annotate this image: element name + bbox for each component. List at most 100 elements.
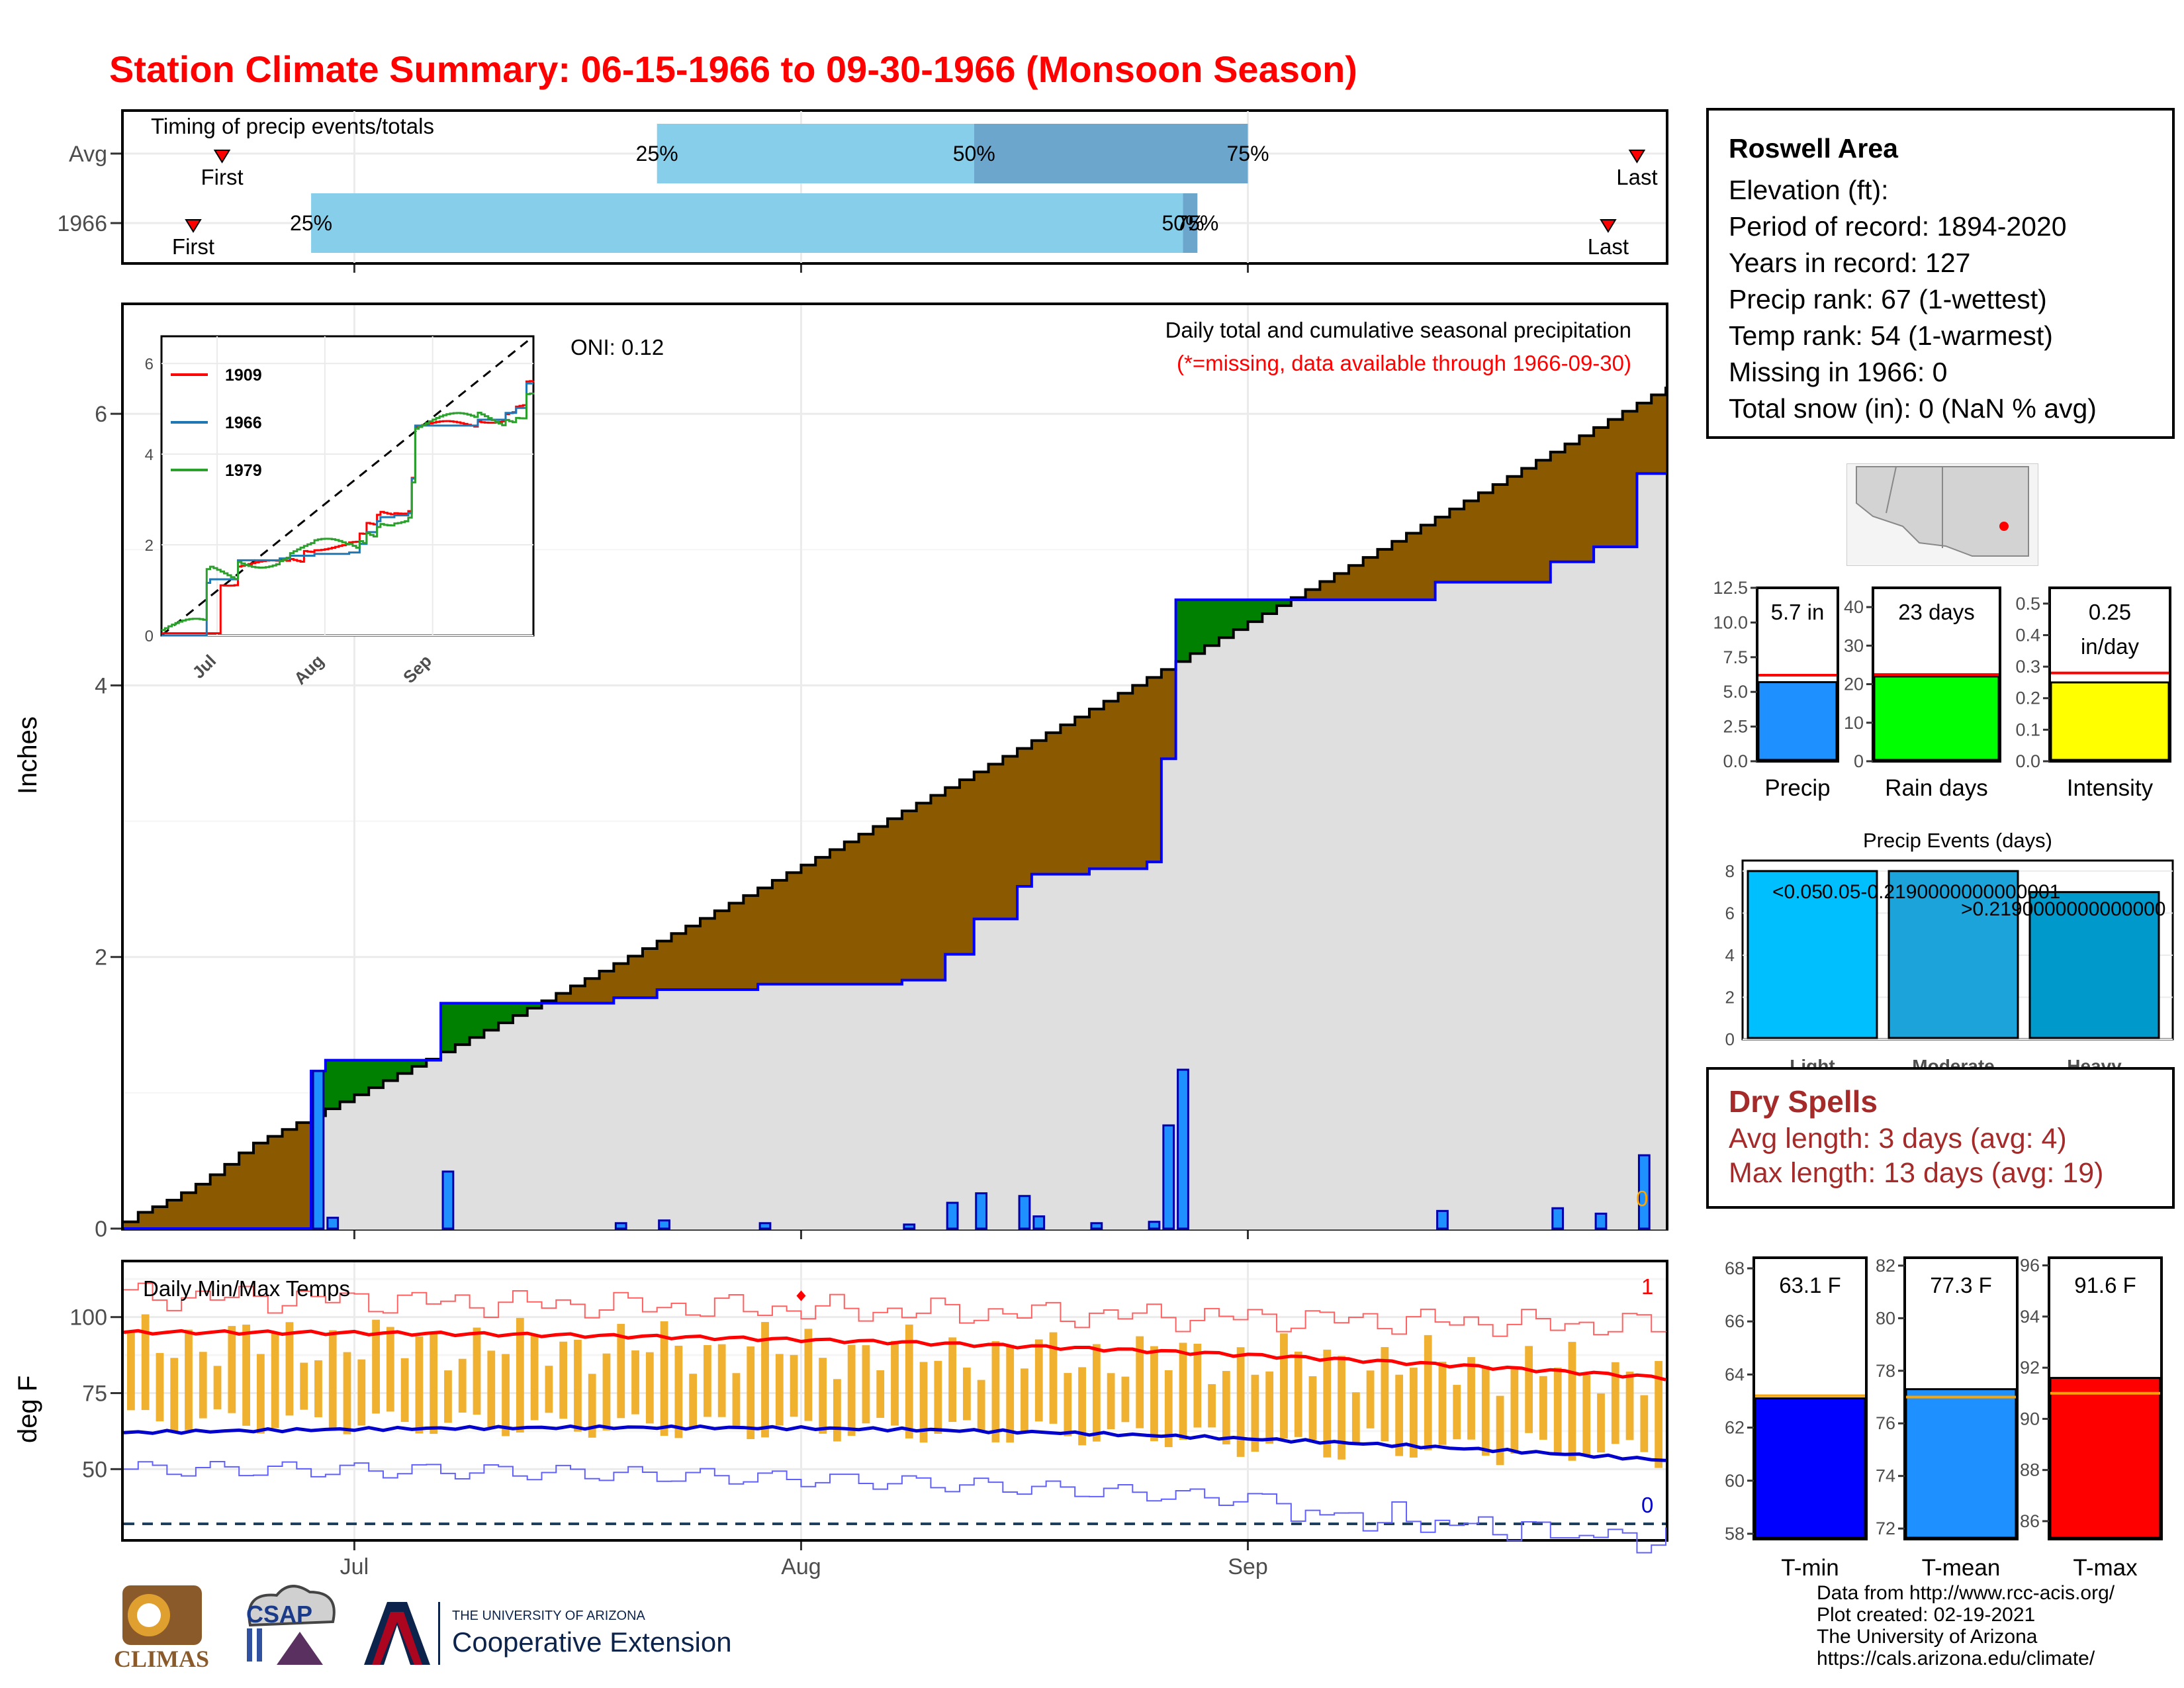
precip-below-avg-fill [1522,468,1537,583]
precip-below-avg-fill [642,948,658,998]
daily-precip-bar [658,1219,670,1230]
daily-temp-bar [343,1352,351,1434]
x-tick-label: Jul [340,1554,369,1579]
ua-divider [438,1602,440,1665]
temp-max-ytick-label: 92 [2020,1358,2040,1378]
precip-below-avg-fill [1464,500,1479,583]
daily-temp-bar [1006,1344,1015,1443]
timing-last-label: Last [1616,165,1657,189]
daily-temp-bar [747,1346,755,1440]
daily-precip-bar [1436,1209,1449,1230]
intensity-ytick-label: 0.1 [2015,720,2040,739]
rain-days-ytick-label: 10 [1844,713,1864,733]
precip-below-avg-fill [1031,740,1047,874]
timing-first-marker [185,219,202,233]
precip-below-avg-fill [138,1212,154,1229]
daily-precip-bar [1148,1221,1161,1230]
precip-subtitle: Daily total and cumulative seasonal prec… [1165,318,1631,342]
daily-temp-bar [689,1374,698,1429]
precip-events-bar [2028,891,2160,1039]
temp-max-value-label: 91.6 F [2074,1273,2136,1297]
precip-below-avg-fill [1565,444,1580,562]
daily-temp-bar [502,1354,510,1436]
precip-below-avg-fill [267,1136,283,1229]
timing-p25-label: 25% [636,142,678,165]
precip-below-avg-fill [873,826,888,984]
precip-above-avg-fill [441,1003,456,1053]
daily-temp-bar [444,1370,452,1423]
daily-temp-bar [1208,1383,1216,1428]
precip-below-avg-fill [1377,549,1392,600]
temp-mean-ytick-label: 74 [1876,1466,1895,1486]
precip-below-avg-fill [1594,427,1609,547]
temp-mean-bar [1905,1388,2017,1539]
daily-temp-bar [127,1332,135,1411]
precip-below-avg-fill [916,803,931,980]
precip-events-label-moderate: 0.05-0.2190000000000001 [1822,881,2060,903]
timing-first-label: First [172,234,214,259]
precip-below-avg-fill [1017,748,1032,887]
precip-below-avg-fill [1320,581,1335,600]
temp-mean-ytick-label: 72 [1876,1519,1895,1538]
temp-ytick-label: 100 [69,1305,107,1331]
daily-temp-bar [1251,1374,1259,1452]
inset-ytick-label: 6 [145,355,154,373]
rain-days-ytick-label: 0 [1854,751,1864,771]
precip-below-avg-fill [686,925,701,990]
inset-legend-label: 1966 [225,414,262,432]
daily-temp-bar [1021,1368,1028,1432]
daily-precip-bar [1162,1124,1175,1230]
precip-below-avg-fill [1060,725,1075,874]
daily-temp-bar [660,1321,668,1436]
timing-label: Timing of precip events/totals [151,114,434,138]
precip-cumulative-area [124,473,1666,1229]
record-high-marker [796,1290,806,1301]
daily-temp-bar [1136,1336,1144,1429]
daily-temp-bar [1049,1332,1058,1424]
temp-panel-label: Daily Min/Max Temps [143,1276,350,1301]
precip-below-avg-fill [830,849,845,984]
precip-above-avg-fill [469,1003,484,1038]
temp-max-axis-label: T-max [2073,1555,2138,1581]
daily-temp-bar [674,1345,683,1438]
climas-logo-text: CLIMAS [114,1646,210,1672]
daily-precip-bar [441,1170,455,1230]
daily-precip-bar [1090,1222,1103,1230]
precip-below-avg-fill [786,872,801,984]
timing-p50-label: 50% [1161,211,1204,235]
precip-events-bar [1747,870,1878,1039]
daily-precip-bar [975,1192,988,1230]
station-precip-rank: Precip rank: 67 (1-wettest) [1729,284,2047,314]
station-missing: Missing in 1966: 0 [1729,357,1948,387]
precip-below-avg-fill [1348,565,1364,600]
temp-ytick-label: 50 [82,1457,107,1482]
daily-temp-bar [1164,1370,1173,1448]
csap-logo-text: CSAP [246,1601,313,1628]
station-years: Years in record: 127 [1729,248,1971,278]
daily-precip-bar [1637,1154,1651,1230]
temp-min-ytick-label: 66 [1725,1311,1745,1331]
precip-below-avg-fill [614,963,629,998]
daily-temp-bar [415,1336,424,1434]
intensity-bar [2050,681,2170,761]
timing-bar-50-75 [974,124,1248,183]
precip-below-avg-fill [1550,451,1566,562]
record-high-line [124,1282,1666,1337]
precip-below-avg-fill [1435,517,1450,583]
daily-temp-bar [516,1317,524,1433]
missing-note: (*=missing, data available through 1966-… [1176,351,1631,375]
daily-temp-bar [919,1362,928,1443]
station-temp-rank: Temp rank: 54 (1-warmest) [1729,320,2053,351]
timing-p50-label: 50% [953,142,995,165]
daily-temp-bar [328,1330,337,1430]
daily-temp-bar [1597,1393,1605,1453]
precip-ytick-label: 10.0 [1713,612,1748,632]
daily-temp-bar [876,1370,885,1418]
daily-temp-bar [487,1350,496,1427]
precip-below-avg-fill [570,986,586,1004]
daily-temp-bar [400,1358,409,1423]
temp-max-ytick-label: 94 [2020,1307,2040,1327]
daily-temp-bar [458,1358,467,1413]
